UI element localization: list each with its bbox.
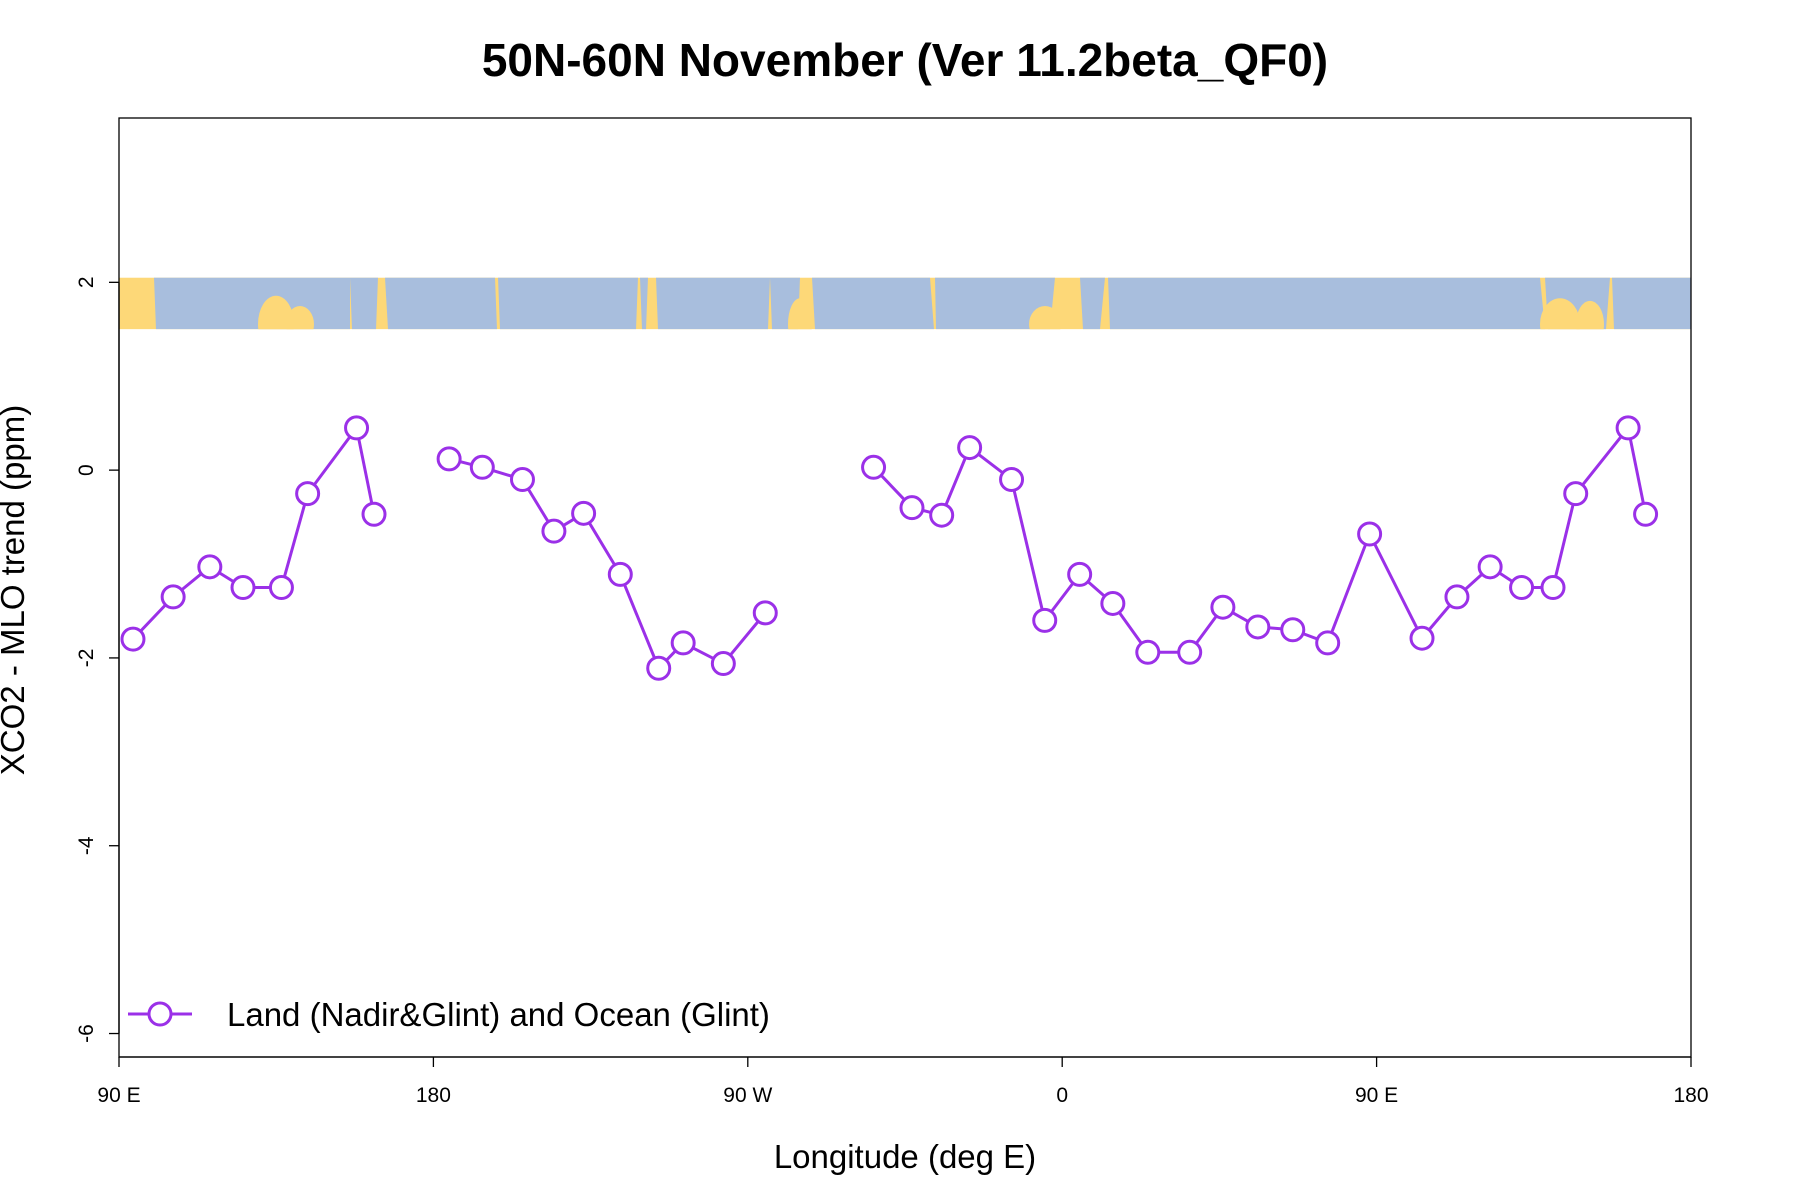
data-point xyxy=(1477,554,1503,580)
data-point xyxy=(1210,594,1236,620)
data-point xyxy=(469,454,495,480)
x-tick-label: 180 xyxy=(1673,1084,1708,1107)
x-axis-label: Longitude (deg E) xyxy=(774,1138,1036,1175)
data-point xyxy=(1409,625,1435,651)
map-strip-ocean xyxy=(812,277,934,330)
data-point xyxy=(670,630,696,656)
y-axis-label: XCO2 - MLO trend (ppm) xyxy=(0,405,31,775)
axes: 90 E 180 90 W 0 90 E 180 2 0 -2 -4 -6 xyxy=(75,276,1709,1107)
data-point xyxy=(1032,607,1058,633)
data-point xyxy=(120,626,146,652)
y-tick-label: -6 xyxy=(75,1024,98,1043)
map-strip-coast xyxy=(286,306,314,330)
data-point xyxy=(571,500,597,526)
legend-marker-swatch xyxy=(147,1001,173,1027)
data-point xyxy=(1245,614,1271,640)
x-tick-label: 0 xyxy=(1056,1084,1068,1107)
data-point xyxy=(861,454,887,480)
map-strip-ocean xyxy=(1108,277,1545,330)
map-strip-ocean xyxy=(1612,277,1691,330)
data-point xyxy=(1177,639,1203,665)
data-point xyxy=(1540,575,1566,600)
legend: Land (Nadir&Glint) and Ocean (Glint) xyxy=(128,996,770,1033)
data-point xyxy=(646,655,672,681)
data-point xyxy=(607,561,633,587)
data-point xyxy=(1509,575,1535,600)
data-point xyxy=(957,435,983,461)
data-point xyxy=(1280,617,1306,643)
data-point xyxy=(1633,501,1659,527)
y-tick-label: 0 xyxy=(75,464,98,476)
map-strip-ocean xyxy=(656,277,770,330)
data-point xyxy=(361,501,387,527)
chart-title: 50N-60N November (Ver 11.2beta_QF0) xyxy=(482,34,1328,86)
legend-label: Land (Nadir&Glint) and Ocean (Glint) xyxy=(227,996,770,1033)
x-tick-label: 90 E xyxy=(97,1084,140,1107)
map-strip-coast xyxy=(1540,298,1580,330)
x-tick-label: 90 W xyxy=(723,1084,772,1107)
data-point xyxy=(160,584,186,610)
data-point xyxy=(230,575,256,600)
y-tick-label: 2 xyxy=(75,276,98,288)
data-point xyxy=(1444,584,1470,610)
y-tick-label: -2 xyxy=(75,649,98,668)
map-strip-ocean xyxy=(935,277,1055,330)
map-strip-ocean xyxy=(1080,277,1105,330)
data-point xyxy=(1067,561,1093,587)
data-point xyxy=(344,415,370,441)
x-tick-label: 180 xyxy=(416,1084,451,1107)
x-tick-label: 90 E xyxy=(1355,1084,1398,1107)
y-tick-label: -4 xyxy=(75,836,98,855)
data-point xyxy=(268,575,294,600)
series-layer xyxy=(120,415,1659,681)
data-point xyxy=(1357,521,1383,547)
map-strip-coast xyxy=(788,298,812,330)
data-point xyxy=(197,554,223,580)
data-point xyxy=(899,495,925,521)
data-point xyxy=(1615,415,1641,441)
map-strip-coast xyxy=(1029,306,1061,330)
data-point xyxy=(436,446,462,472)
data-point xyxy=(710,651,736,677)
data-point xyxy=(295,481,321,507)
world-map-strip xyxy=(119,277,1691,330)
data-point xyxy=(929,502,955,528)
map-strip-ocean xyxy=(640,277,648,330)
map-strip-coast xyxy=(1576,300,1604,330)
data-point xyxy=(541,518,567,544)
data-point xyxy=(1135,639,1161,665)
map-strip-coast xyxy=(258,295,294,330)
data-point xyxy=(1100,590,1126,616)
map-strip-ocean xyxy=(350,277,378,330)
map-strip-ocean xyxy=(154,277,350,330)
data-point xyxy=(1315,630,1341,656)
map-strip-ocean xyxy=(498,277,638,330)
data-point xyxy=(752,600,778,626)
data-point xyxy=(1563,481,1589,507)
data-point xyxy=(509,467,535,493)
data-point xyxy=(999,467,1025,493)
series-line xyxy=(448,457,767,670)
map-strip-ocean xyxy=(385,277,497,330)
